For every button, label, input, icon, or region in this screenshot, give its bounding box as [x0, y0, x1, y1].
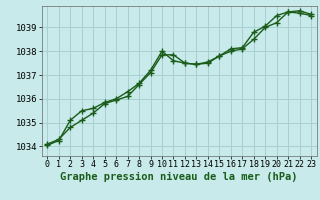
X-axis label: Graphe pression niveau de la mer (hPa): Graphe pression niveau de la mer (hPa): [60, 172, 298, 182]
